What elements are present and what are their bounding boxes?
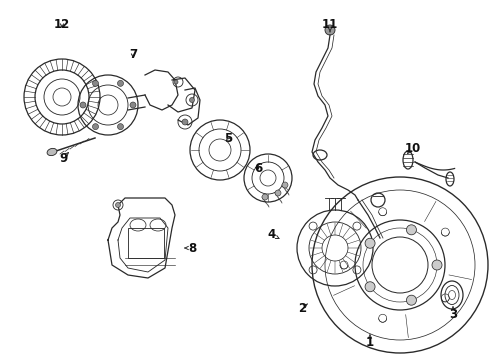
Text: 10: 10 bbox=[405, 141, 421, 154]
Circle shape bbox=[130, 102, 136, 108]
Circle shape bbox=[116, 202, 121, 207]
Text: 1: 1 bbox=[366, 336, 374, 348]
Text: 6: 6 bbox=[254, 162, 262, 175]
Text: 5: 5 bbox=[224, 131, 232, 144]
Circle shape bbox=[93, 80, 98, 86]
Circle shape bbox=[406, 225, 416, 235]
Text: 4: 4 bbox=[268, 229, 276, 242]
Circle shape bbox=[80, 102, 86, 108]
Text: 11: 11 bbox=[322, 18, 338, 31]
Circle shape bbox=[406, 295, 416, 305]
Circle shape bbox=[118, 123, 123, 130]
Circle shape bbox=[174, 80, 178, 84]
Circle shape bbox=[182, 119, 188, 125]
Circle shape bbox=[282, 182, 288, 188]
Circle shape bbox=[275, 190, 281, 196]
Bar bbox=[128, 228, 164, 258]
Circle shape bbox=[262, 194, 268, 200]
Circle shape bbox=[325, 25, 335, 35]
Text: 12: 12 bbox=[54, 18, 70, 31]
Circle shape bbox=[190, 98, 195, 103]
Circle shape bbox=[93, 123, 98, 130]
Text: 9: 9 bbox=[59, 152, 67, 165]
Circle shape bbox=[118, 80, 123, 86]
Text: 3: 3 bbox=[449, 307, 457, 320]
Circle shape bbox=[432, 260, 442, 270]
Ellipse shape bbox=[47, 148, 57, 156]
Text: 8: 8 bbox=[188, 242, 196, 255]
Circle shape bbox=[365, 282, 375, 292]
Text: 7: 7 bbox=[129, 49, 137, 62]
Text: 2: 2 bbox=[298, 302, 306, 315]
Circle shape bbox=[365, 238, 375, 248]
